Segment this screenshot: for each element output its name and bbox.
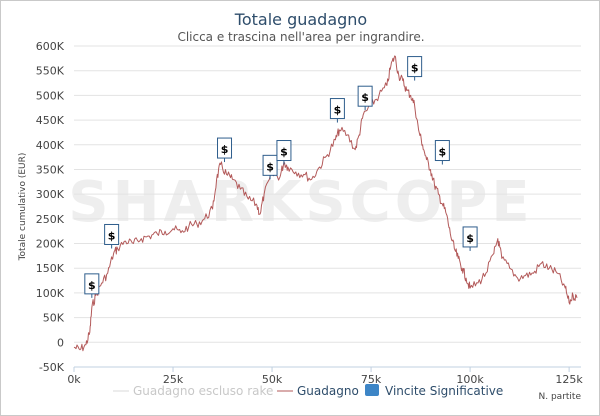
marker-dollar-label: $ xyxy=(266,160,274,173)
y-tick-label: 0 xyxy=(57,336,64,349)
marker-dollar-label: $ xyxy=(361,91,369,104)
y-tick-label: 50K xyxy=(43,312,65,325)
y-tick-label: 500K xyxy=(36,89,65,102)
x-axis-title: N. partite xyxy=(539,392,582,402)
chart-subtitle: Clicca e trascina nell'area per ingrandi… xyxy=(177,30,424,44)
significant-win-marker[interactable]: $ xyxy=(357,85,373,111)
x-tick-label: 125k xyxy=(555,373,583,386)
series-lines xyxy=(73,55,578,352)
x-tick-label: 75k xyxy=(361,373,382,386)
marker-dollar-label: $ xyxy=(466,232,474,245)
significant-win-marker[interactable]: $ xyxy=(262,154,278,180)
significant-win-marker[interactable]: $ xyxy=(407,56,423,81)
y-tick-label: 400K xyxy=(36,139,65,152)
legend-label-escluso-rake[interactable]: Guadagno escluso rake xyxy=(133,384,273,398)
chart-title: Totale guadagno xyxy=(234,10,367,29)
significant-win-markers[interactable]: $ $ $ $ $ $ $ $ $ $ xyxy=(84,56,478,298)
marker-dollar-label: $ xyxy=(108,229,116,242)
y-tick-label: 450K xyxy=(36,114,65,127)
y-tick-label: 350K xyxy=(36,163,65,176)
marker-dollar-label: $ xyxy=(334,104,342,117)
watermark-text: SHARKSCOPE xyxy=(68,170,533,235)
legend-swatch-vincite xyxy=(365,384,379,396)
significant-win-marker[interactable]: $ xyxy=(276,140,292,165)
y-tick-label: 150K xyxy=(36,262,65,275)
legend: Guadagno escluso rake Guadagno Vincite Sig… xyxy=(113,384,503,398)
x-tick-label: 0k xyxy=(67,373,81,386)
y-tick-label: 600K xyxy=(36,40,65,53)
legend-label-vincite[interactable]: Vincite Significative xyxy=(385,384,503,398)
series-line-guadagno xyxy=(73,55,578,352)
x-tick-label: 100k xyxy=(456,373,484,386)
y-axis-title: Totale cumulativo (EUR) xyxy=(18,153,28,262)
significant-win-marker[interactable]: $ xyxy=(84,273,100,298)
gridlines xyxy=(74,45,581,368)
y-axis-ticks: -50K 0 50K 100K 150K 200K 250K 300K 350K 400K 450K… xyxy=(36,40,65,374)
watermark: SHARKSCOPE xyxy=(68,170,533,235)
x-tick-label: 50k xyxy=(262,373,283,386)
marker-dollar-label: $ xyxy=(411,62,419,75)
y-tick-label: -50K xyxy=(39,361,65,374)
y-tick-label: 300K xyxy=(36,188,65,201)
x-tick-label: 25k xyxy=(163,373,184,386)
marker-dollar-label: $ xyxy=(88,279,96,292)
significant-win-marker[interactable]: $ xyxy=(434,140,450,165)
marker-dollar-label: $ xyxy=(280,146,288,159)
significant-win-marker[interactable]: $ xyxy=(462,226,478,251)
marker-dollar-label: $ xyxy=(221,143,229,156)
y-tick-label: 100K xyxy=(36,287,65,300)
x-axis-ticks: 0k 25k 50k 75k 100k 125k xyxy=(67,366,583,386)
marker-dollar-label: $ xyxy=(439,146,447,159)
significant-win-marker[interactable]: $ xyxy=(217,137,233,163)
legend-label-guadagno[interactable]: Guadagno xyxy=(297,384,359,398)
y-tick-label: 200K xyxy=(36,238,65,251)
significant-win-marker[interactable]: $ xyxy=(104,223,120,249)
y-tick-label: 550K xyxy=(36,65,65,78)
y-tick-label: 250K xyxy=(36,213,65,226)
significant-win-marker[interactable]: $ xyxy=(329,98,345,123)
